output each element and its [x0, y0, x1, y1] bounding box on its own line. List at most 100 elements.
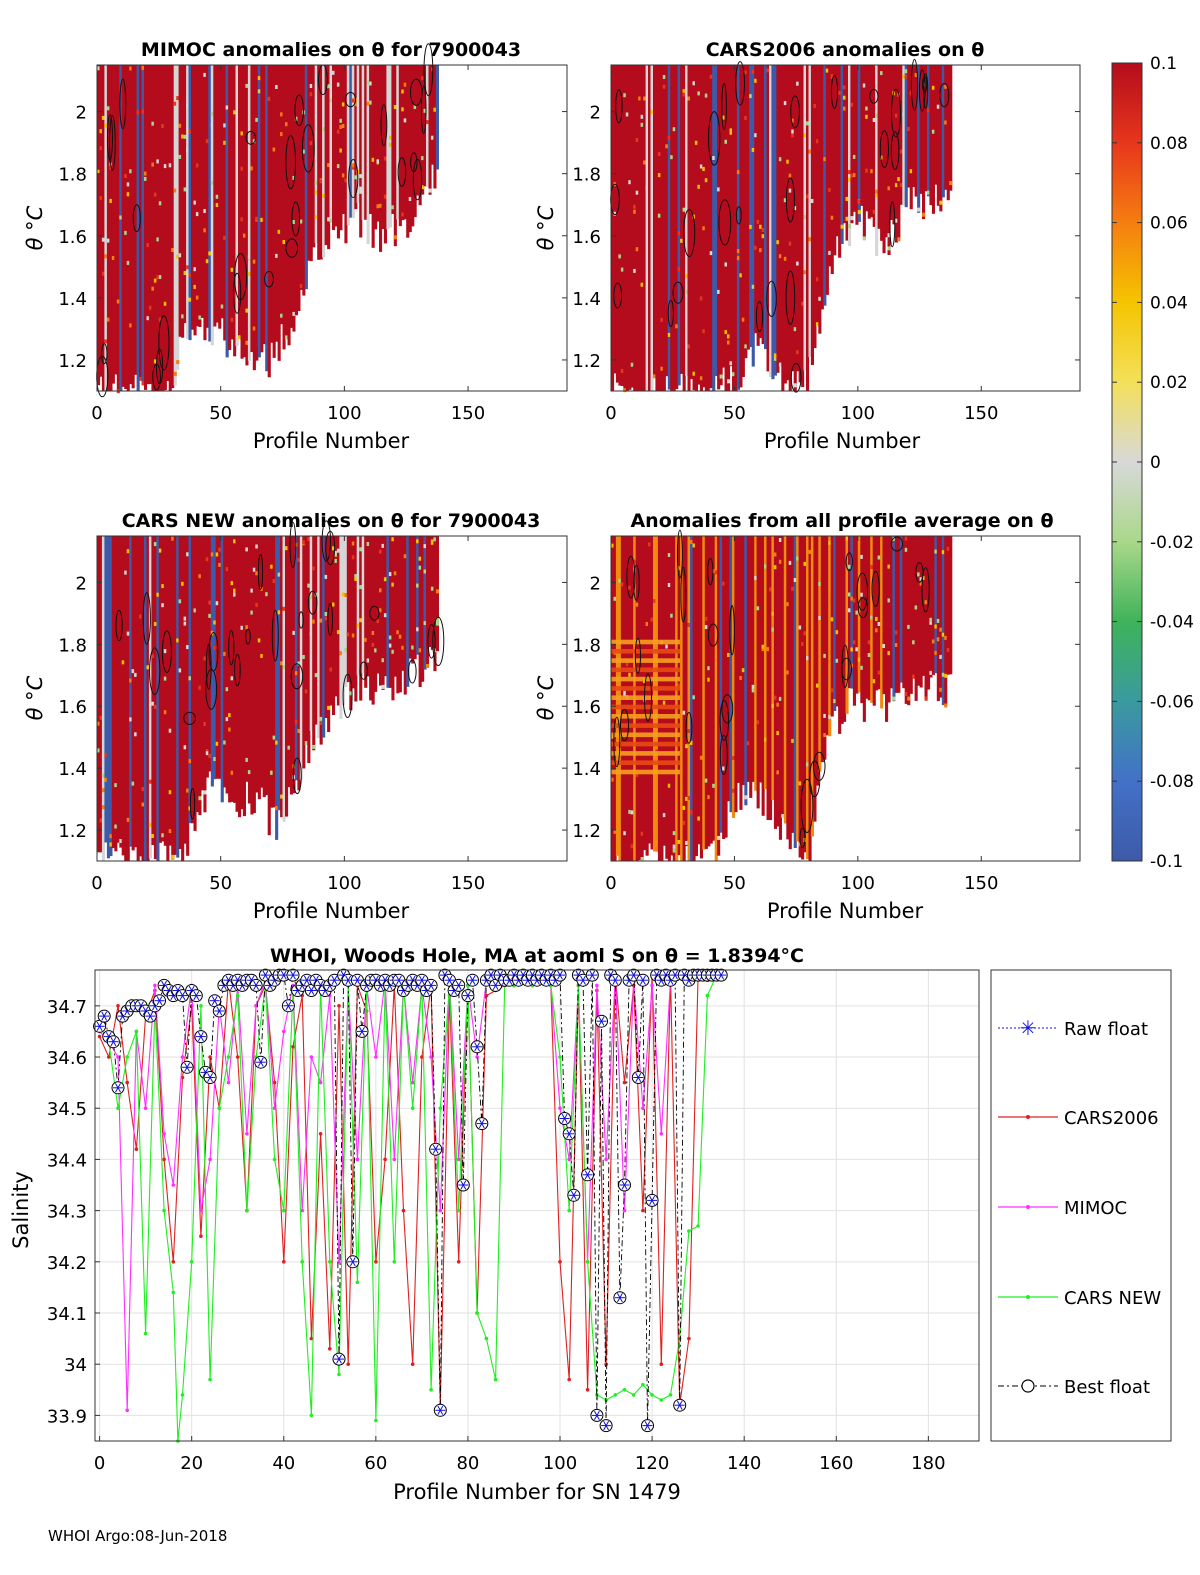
best-float-point	[576, 973, 590, 987]
anomaly-cell	[146, 243, 150, 247]
anomaly-cell	[129, 323, 133, 328]
anomaly-cell	[640, 122, 644, 127]
anomaly-cell	[327, 163, 331, 168]
anomaly-column	[643, 65, 647, 391]
anomaly-cell	[366, 542, 370, 546]
anomaly-cell	[307, 537, 311, 541]
contour-line	[869, 88, 879, 104]
anomaly-cell	[771, 611, 775, 616]
best-float-point	[636, 973, 650, 987]
anomaly-cell	[141, 381, 145, 386]
series-point	[475, 1055, 479, 1059]
anomaly-column	[786, 65, 790, 381]
anomaly-column	[732, 536, 736, 818]
anomaly-cell	[912, 640, 916, 645]
contour-line	[718, 199, 732, 246]
anomaly-cell	[904, 69, 908, 74]
anomaly-column	[134, 536, 138, 848]
anomaly-cell	[126, 182, 130, 187]
anomaly-column	[336, 536, 340, 706]
anomaly-cell	[205, 259, 209, 264]
anomaly-cell	[388, 572, 392, 577]
series-point	[374, 1418, 378, 1423]
anomaly-cell	[931, 129, 935, 134]
anomaly-cell	[759, 224, 763, 229]
anomaly-cell	[176, 254, 180, 259]
anomaly-column	[166, 536, 170, 861]
y-tick-label: 1.8	[58, 635, 87, 656]
anomaly-column	[183, 65, 187, 324]
y-axis-label: θ °C	[534, 675, 558, 720]
anomaly-cell	[657, 173, 661, 178]
best-float-point	[631, 1071, 645, 1084]
contour-line	[156, 348, 164, 385]
anomaly-cell	[754, 575, 758, 580]
x-axis: 0 50 100 150	[605, 536, 998, 894]
anomaly-cell	[171, 854, 175, 859]
contour-line	[857, 597, 869, 619]
anomaly-cell	[408, 197, 412, 201]
anomaly-column	[771, 536, 775, 801]
anomaly-cell	[744, 115, 748, 120]
anomaly-cell	[749, 94, 753, 99]
contour-line	[812, 751, 826, 782]
anomaly-column	[275, 65, 279, 342]
anomaly-column	[210, 536, 214, 787]
anomaly-cell	[887, 186, 891, 191]
line-chart-title: WHOI, Woods Hole, MA at aoml S on θ = 1.…	[270, 945, 804, 967]
anomaly-column	[845, 65, 849, 241]
anomaly-cell	[936, 637, 940, 642]
anomaly-column	[428, 536, 432, 647]
anomaly-column	[413, 536, 417, 660]
anomaly-column	[914, 65, 918, 197]
anomaly-cell	[336, 129, 340, 134]
anomaly-cell	[709, 251, 713, 256]
contour-line	[271, 609, 279, 662]
anomaly-column	[862, 536, 866, 722]
anomaly-column	[880, 65, 884, 241]
contour-line	[890, 536, 904, 552]
anomaly-column	[116, 536, 120, 843]
series-point	[475, 1311, 479, 1315]
series-point	[300, 1208, 305, 1213]
anomaly-cell	[739, 273, 743, 278]
contour-line	[785, 177, 795, 223]
series-point	[429, 1388, 433, 1392]
anomaly-cell	[939, 200, 943, 205]
contour-line	[423, 43, 434, 97]
anomaly-column	[327, 65, 331, 250]
contour-line	[142, 592, 151, 645]
anomaly-column	[653, 65, 657, 376]
anomaly-cell	[97, 66, 101, 71]
anomaly-cell	[791, 118, 795, 123]
colorbar-tick-label: 0.06	[1150, 214, 1188, 234]
anomaly-column	[682, 536, 686, 861]
contour-line	[766, 280, 777, 317]
anomaly-cell	[371, 642, 375, 647]
anomaly-cell	[828, 714, 832, 719]
anomaly-column	[687, 536, 691, 861]
contour-line	[808, 760, 821, 798]
anomaly-cell	[704, 778, 708, 783]
anomaly-cell	[880, 155, 884, 160]
anomaly-column	[670, 65, 674, 391]
anomaly-cell	[282, 619, 286, 624]
anomaly-cell	[131, 781, 135, 786]
best-float-point	[249, 978, 263, 992]
anomaly-column	[754, 65, 758, 334]
best-float-point	[93, 1019, 107, 1033]
anomaly-column	[131, 536, 135, 851]
anomaly-cell	[240, 131, 244, 136]
series-point	[309, 1055, 314, 1059]
y-tick-label: 34.2	[47, 1253, 87, 1274]
anomaly-cell	[240, 625, 244, 630]
anomaly-column	[285, 536, 289, 817]
anomaly-cell	[97, 748, 101, 753]
anomaly-column	[386, 536, 390, 688]
anomaly-cell	[625, 112, 629, 117]
anomaly-column	[364, 65, 368, 220]
anomaly-column	[391, 536, 395, 701]
anomaly-column	[116, 65, 120, 391]
series-point	[208, 1377, 212, 1382]
anomaly-column	[388, 536, 392, 688]
